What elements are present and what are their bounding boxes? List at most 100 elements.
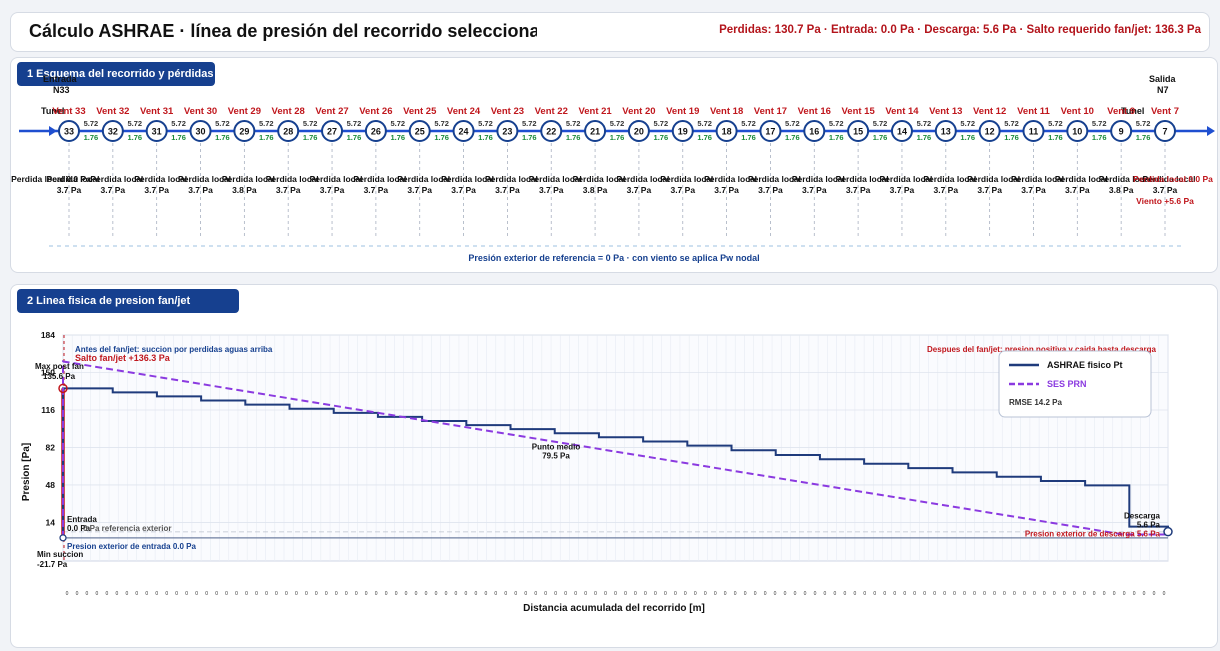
vent-loss-label: Perdida local bbox=[879, 174, 932, 184]
segment-alt-value: 1.76 bbox=[873, 133, 888, 142]
segment-alt-value: 1.76 bbox=[917, 133, 932, 142]
x-tick-label: 0 bbox=[824, 591, 827, 597]
vent-loss-value: 3.7 Pa bbox=[1021, 185, 1046, 195]
x-tick-label: 0 bbox=[255, 591, 258, 597]
vent-node-circle bbox=[715, 120, 738, 142]
chart-legend: ASHRAE fisico Pt SES PRN RMSE 14.2 Pa bbox=[998, 350, 1152, 418]
x-tick-label: 0 bbox=[903, 591, 906, 597]
x-tick-label: 0 bbox=[325, 591, 328, 597]
annotation-min-value: -21.7 Pa bbox=[37, 560, 68, 569]
annotation-ref-ext: 0 Pa referencia exterior bbox=[83, 524, 172, 533]
x-tick-label: 0 bbox=[863, 591, 866, 597]
x-axis-label: Distancia acumulada del recorrido [m] bbox=[523, 603, 705, 614]
x-tick-label: 0 bbox=[375, 591, 378, 597]
vent-label: Vent 33 bbox=[52, 106, 85, 117]
flow-arrow-left bbox=[49, 126, 57, 136]
vent-loss-value: 3.7 Pa bbox=[1065, 185, 1090, 195]
vent-loss-label: Perdida local bbox=[47, 174, 100, 184]
x-tick-label: 0 bbox=[843, 591, 846, 597]
x-tick-label: 0 bbox=[913, 591, 916, 597]
segment-alt-value: 1.76 bbox=[697, 133, 712, 142]
vent-loss-label: Perdida local bbox=[485, 174, 538, 184]
vent-node-circle bbox=[408, 120, 431, 142]
x-tick-label: 0 bbox=[734, 591, 737, 597]
vent-node-circle bbox=[584, 120, 607, 142]
x-tick-label: 0 bbox=[943, 591, 946, 597]
annotation-entry: Entrada bbox=[67, 515, 97, 524]
segment-alt-value: 1.76 bbox=[1048, 133, 1063, 142]
pressure-chart-panel: 2 Linea fisica de presion fan/jet 14 48 82… bbox=[10, 284, 1218, 648]
segment-value: 5.72 bbox=[741, 119, 756, 128]
segment-value: 5.72 bbox=[1048, 119, 1063, 128]
tunnel-right-label: Tunel bbox=[1121, 106, 1144, 116]
vent-loss-value: 3.8 Pa bbox=[232, 185, 257, 195]
vent-node-number: 28 bbox=[283, 127, 293, 137]
x-tick-label: 0 bbox=[534, 591, 537, 597]
x-tick-label: 0 bbox=[135, 591, 138, 597]
x-tick-label: 0 bbox=[335, 591, 338, 597]
annotation-before: Antes del fan/jet: succion por perdidas … bbox=[75, 345, 273, 354]
vent-node-circle bbox=[496, 120, 519, 142]
legend-entry: ASHRAE fisico Pt bbox=[1047, 360, 1123, 370]
vent-loss-label: Perdida local bbox=[441, 174, 494, 184]
schematic-section-title: 1 Esquema del recorrido y pérdidas bbox=[17, 62, 215, 86]
vent-label: Vent 14 bbox=[885, 106, 919, 117]
vent-label: Vent 31 bbox=[140, 106, 174, 117]
x-tick-label: 0 bbox=[1003, 591, 1006, 597]
segment-value: 5.72 bbox=[610, 119, 625, 128]
x-tick-label: 0 bbox=[1043, 591, 1046, 597]
annotation-discharge: Descarga bbox=[1124, 511, 1161, 520]
x-tick-label: 0 bbox=[165, 591, 168, 597]
x-tick-label: 0 bbox=[604, 591, 607, 597]
vent-node-circle bbox=[978, 120, 1001, 142]
vent-node-circle bbox=[452, 120, 475, 142]
x-tick-label: 0 bbox=[544, 591, 547, 597]
vent-loss-label: Perdida local bbox=[397, 174, 450, 184]
entry-note: Perdida local 0.0 Pa bbox=[11, 174, 91, 184]
series-line-ses bbox=[62, 360, 1168, 538]
x-tick-label: 0 bbox=[1143, 591, 1146, 597]
y-tick-label: 48 bbox=[46, 480, 56, 490]
segment-value: 5.72 bbox=[1092, 119, 1107, 128]
x-tick-label: 0 bbox=[305, 591, 308, 597]
vent-node-number: 23 bbox=[502, 127, 512, 137]
vent-loss-value: 3.7 Pa bbox=[320, 185, 345, 195]
x-tick-label: 0 bbox=[983, 591, 986, 597]
vent-node-number: 9 bbox=[1119, 127, 1124, 137]
segment-alt-value: 1.76 bbox=[610, 133, 625, 142]
vent-node-circle bbox=[101, 120, 124, 142]
segment-alt-value: 1.76 bbox=[478, 133, 493, 142]
vent-loss-value: 3.7 Pa bbox=[890, 185, 915, 195]
x-tick-label: 0 bbox=[804, 591, 807, 597]
segment-alt-value: 1.76 bbox=[215, 133, 230, 142]
x-tick-label: 0 bbox=[873, 591, 876, 597]
annotation-discharge-value: 5.6 Pa bbox=[1137, 520, 1161, 529]
x-tick-label: 0 bbox=[1073, 591, 1076, 597]
vent-node-number: 24 bbox=[459, 127, 469, 137]
x-tick-label: 0 bbox=[395, 591, 398, 597]
segment-alt-value: 1.76 bbox=[785, 133, 800, 142]
x-tick-label: 0 bbox=[465, 591, 468, 597]
vent-node-circle bbox=[277, 120, 300, 142]
segment-alt-value: 1.76 bbox=[84, 133, 99, 142]
vent-node-number: 31 bbox=[152, 127, 162, 137]
vent-label: Vent 21 bbox=[578, 106, 612, 117]
vent-loss-label: Perdida local bbox=[178, 174, 231, 184]
x-tick-label: 0 bbox=[774, 591, 777, 597]
x-tick-label: 0 bbox=[315, 591, 318, 597]
x-tick-label: 0 bbox=[415, 591, 418, 597]
x-tick-label: 0 bbox=[115, 591, 118, 597]
vent-loss-label: Perdida local bbox=[353, 174, 406, 184]
segment-value: 5.72 bbox=[785, 119, 800, 128]
x-tick-label: 0 bbox=[455, 591, 458, 597]
vent-node-circle bbox=[189, 120, 212, 142]
vent-loss-label: Perdida local bbox=[134, 174, 187, 184]
segment-value: 5.72 bbox=[347, 119, 362, 128]
x-tick-label: 0 bbox=[794, 591, 797, 597]
vent-node-circle bbox=[627, 120, 650, 142]
x-tick-label: 0 bbox=[684, 591, 687, 597]
x-tick-label: 0 bbox=[425, 591, 428, 597]
x-tick-label: 0 bbox=[814, 591, 817, 597]
x-tick-label: 0 bbox=[385, 591, 388, 597]
vent-loss-value: 3.7 Pa bbox=[934, 185, 959, 195]
